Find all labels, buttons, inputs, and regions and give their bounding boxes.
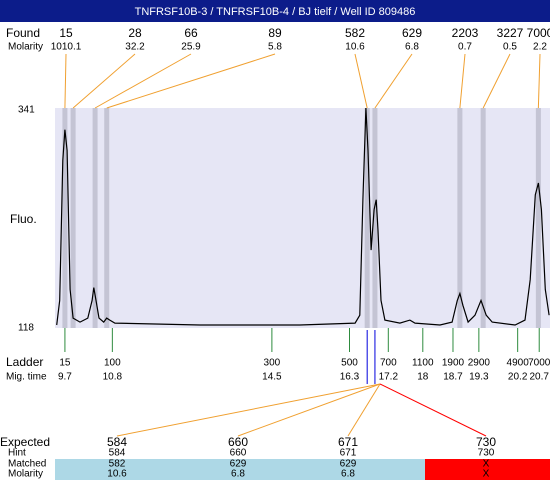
peak-link [459, 53, 466, 109]
expected-expected: 730 [476, 435, 496, 449]
row-label: Molarity [8, 469, 43, 480]
ladder-size: 2900 [468, 358, 491, 369]
found-molarity: 25.9 [181, 42, 201, 53]
found-molarity: 5.8 [268, 42, 282, 53]
molarity-label: Molarity [8, 42, 43, 53]
expected-expected: 584 [107, 435, 127, 449]
ladder-size: 15 [59, 358, 71, 369]
ladder-size: 1100 [412, 358, 434, 369]
found-molarity: 0.7 [458, 42, 472, 53]
unmatched-bg [425, 459, 550, 480]
expected-matched: 629 [340, 459, 357, 470]
found-molarity: 1010.1 [51, 42, 82, 53]
expected-matched: 629 [230, 459, 247, 470]
expected-expected: 660 [228, 435, 248, 449]
peak-band [104, 108, 110, 328]
expected-expected: 671 [338, 435, 358, 449]
ladder-time: 20.7 [529, 372, 549, 383]
ladder-size: 1900 [442, 358, 465, 369]
expected-link [379, 383, 487, 437]
ladder-size: 300 [264, 358, 281, 369]
expected-matched: X [483, 459, 490, 470]
ladder-time: 9.7 [58, 372, 72, 383]
found-size: 89 [268, 26, 282, 40]
found-size: 3227 [497, 26, 524, 40]
found-size: 66 [184, 26, 198, 40]
ladder-time: 10.8 [103, 372, 123, 383]
expected-link [116, 383, 381, 437]
ladder-size: 500 [341, 358, 358, 369]
ladder-time: 17.2 [379, 372, 399, 383]
expected-molarity: X [483, 469, 490, 480]
trace [56, 107, 550, 326]
found-molarity: 0.5 [503, 42, 517, 53]
peak-link [72, 53, 136, 109]
ladder-label: Ladder [6, 355, 43, 369]
expected-matched: 582 [109, 459, 126, 470]
peak-band [480, 108, 486, 328]
peak-link [94, 53, 192, 109]
found-molarity: 10.6 [345, 42, 365, 53]
matched-bg [55, 459, 425, 480]
found-size: 28 [128, 26, 142, 40]
found-size: 582 [345, 26, 365, 40]
peak-band [535, 108, 541, 328]
expected-hint: 730 [478, 448, 495, 459]
y-tick-label: 341 [18, 105, 35, 116]
peak-link [354, 53, 368, 109]
ladder-time: 18.7 [443, 372, 463, 383]
peak-link [106, 53, 276, 109]
found-label: Found [6, 26, 40, 40]
y-label: Fluo. [10, 212, 37, 226]
peak-link [64, 53, 67, 109]
expected-link [347, 383, 381, 437]
ladder-time: 18 [417, 372, 429, 383]
peak-link [537, 53, 541, 109]
ladder-time: 16.3 [340, 372, 360, 383]
ladder-size: 100 [104, 358, 121, 369]
peak-band [92, 108, 98, 328]
found-size: 7000 [527, 26, 550, 40]
found-molarity: 32.2 [125, 42, 145, 53]
peak-band [457, 108, 463, 328]
peak-link [374, 53, 413, 109]
found-molarity: 2.2 [533, 42, 547, 53]
expected-link [237, 383, 381, 437]
found-size: 15 [59, 26, 73, 40]
peak-band [70, 108, 76, 328]
row-label: Matched [8, 459, 46, 470]
ladder-size: 4900 [507, 358, 530, 369]
row-label: Hint [8, 448, 26, 459]
y-tick-label: 118 [18, 323, 34, 334]
title: TNFRSF10B-3 / TNFRSF10B-4 / BJ tielf / W… [135, 6, 416, 18]
ladder-size: 7000 [528, 358, 550, 369]
expected-molarity: 10.6 [107, 469, 127, 480]
found-molarity: 6.8 [405, 42, 419, 53]
plot-area [55, 108, 550, 328]
peak-band [62, 108, 68, 328]
row-label: Expected [0, 435, 50, 449]
expected-molarity: 6.8 [231, 469, 245, 480]
peak-band [364, 108, 370, 328]
expected-hint: 660 [230, 448, 247, 459]
mig-time-label: Mig. time [6, 372, 47, 383]
expected-molarity: 6.8 [341, 469, 355, 480]
title-bar [0, 0, 550, 22]
ladder-size: 700 [380, 358, 397, 369]
ladder-time: 14.5 [262, 372, 282, 383]
expected-hint: 671 [340, 448, 357, 459]
ladder-time: 19.3 [469, 372, 489, 383]
found-size: 2203 [452, 26, 479, 40]
expected-hint: 584 [109, 448, 126, 459]
peak-link [482, 53, 511, 109]
peak-band [372, 108, 378, 328]
ladder-time: 20.2 [508, 372, 528, 383]
found-size: 629 [402, 26, 422, 40]
